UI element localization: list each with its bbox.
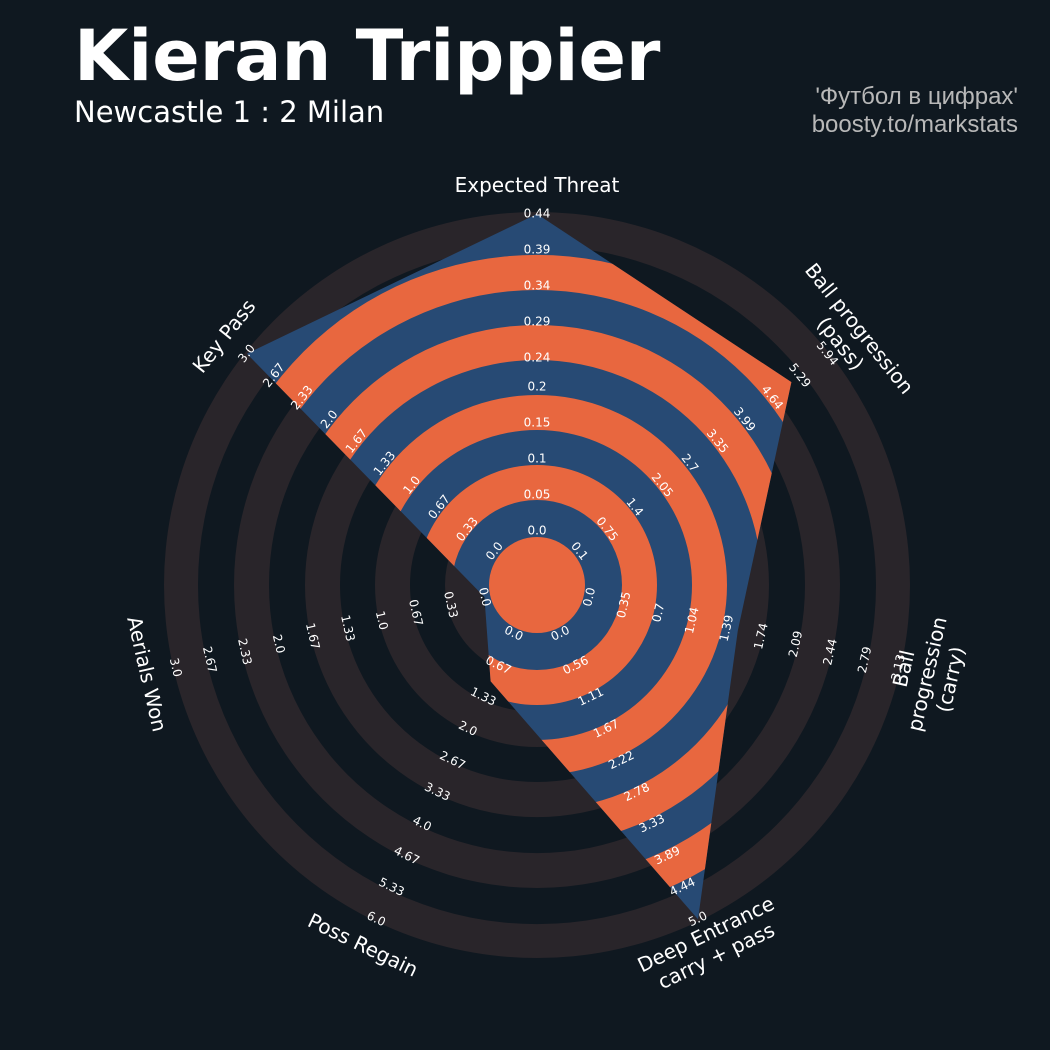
tick-label: 0.24	[524, 351, 551, 365]
tick-label: 0.2	[527, 379, 546, 393]
center-circle	[489, 537, 585, 633]
tick-label: 0.67	[406, 598, 426, 627]
chart-subtitle: Newcastle 1 : 2 Milan	[74, 95, 384, 129]
tick-label: 0.35	[614, 590, 634, 619]
tick-label: 0.33	[441, 590, 461, 619]
tick-label: 2.09	[786, 629, 806, 658]
tick-label: 0.7	[649, 602, 667, 624]
tick-label: 2.0	[270, 633, 288, 655]
tick-label: 0.29	[524, 315, 551, 329]
credit: boosty.to/markstats	[812, 111, 1018, 138]
tick-label: 2.33	[235, 637, 255, 666]
axis-label: Expected Threat	[454, 173, 620, 197]
tick-label: 2.44	[820, 637, 840, 666]
tick-label: 3.0	[167, 657, 185, 679]
tick-label: 1.74	[751, 622, 771, 651]
tick-label: 0.0	[580, 586, 598, 608]
tick-label: 1.0	[373, 610, 391, 632]
tick-label: 2.79	[855, 645, 875, 674]
tick-label: 0.1	[527, 451, 546, 465]
tick-label: 1.39	[717, 614, 737, 643]
credit: 'Футбол в цифрах'	[815, 83, 1018, 110]
tick-label: 0.39	[524, 243, 551, 257]
tick-label: 1.67	[303, 622, 323, 651]
chart-title: Kieran Trippier	[74, 15, 661, 97]
tick-label: 0.34	[524, 279, 551, 293]
tick-label: 0.05	[524, 487, 551, 501]
tick-label: 2.67	[200, 645, 220, 674]
tick-label: 0.0	[476, 586, 494, 608]
tick-label: 0.44	[524, 207, 551, 221]
tick-label: 0.15	[524, 415, 551, 429]
tick-label: 1.33	[338, 614, 358, 643]
tick-label: 1.04	[682, 606, 702, 635]
tick-label: 0.0	[527, 524, 546, 538]
tick-label: 3.13	[888, 653, 908, 682]
